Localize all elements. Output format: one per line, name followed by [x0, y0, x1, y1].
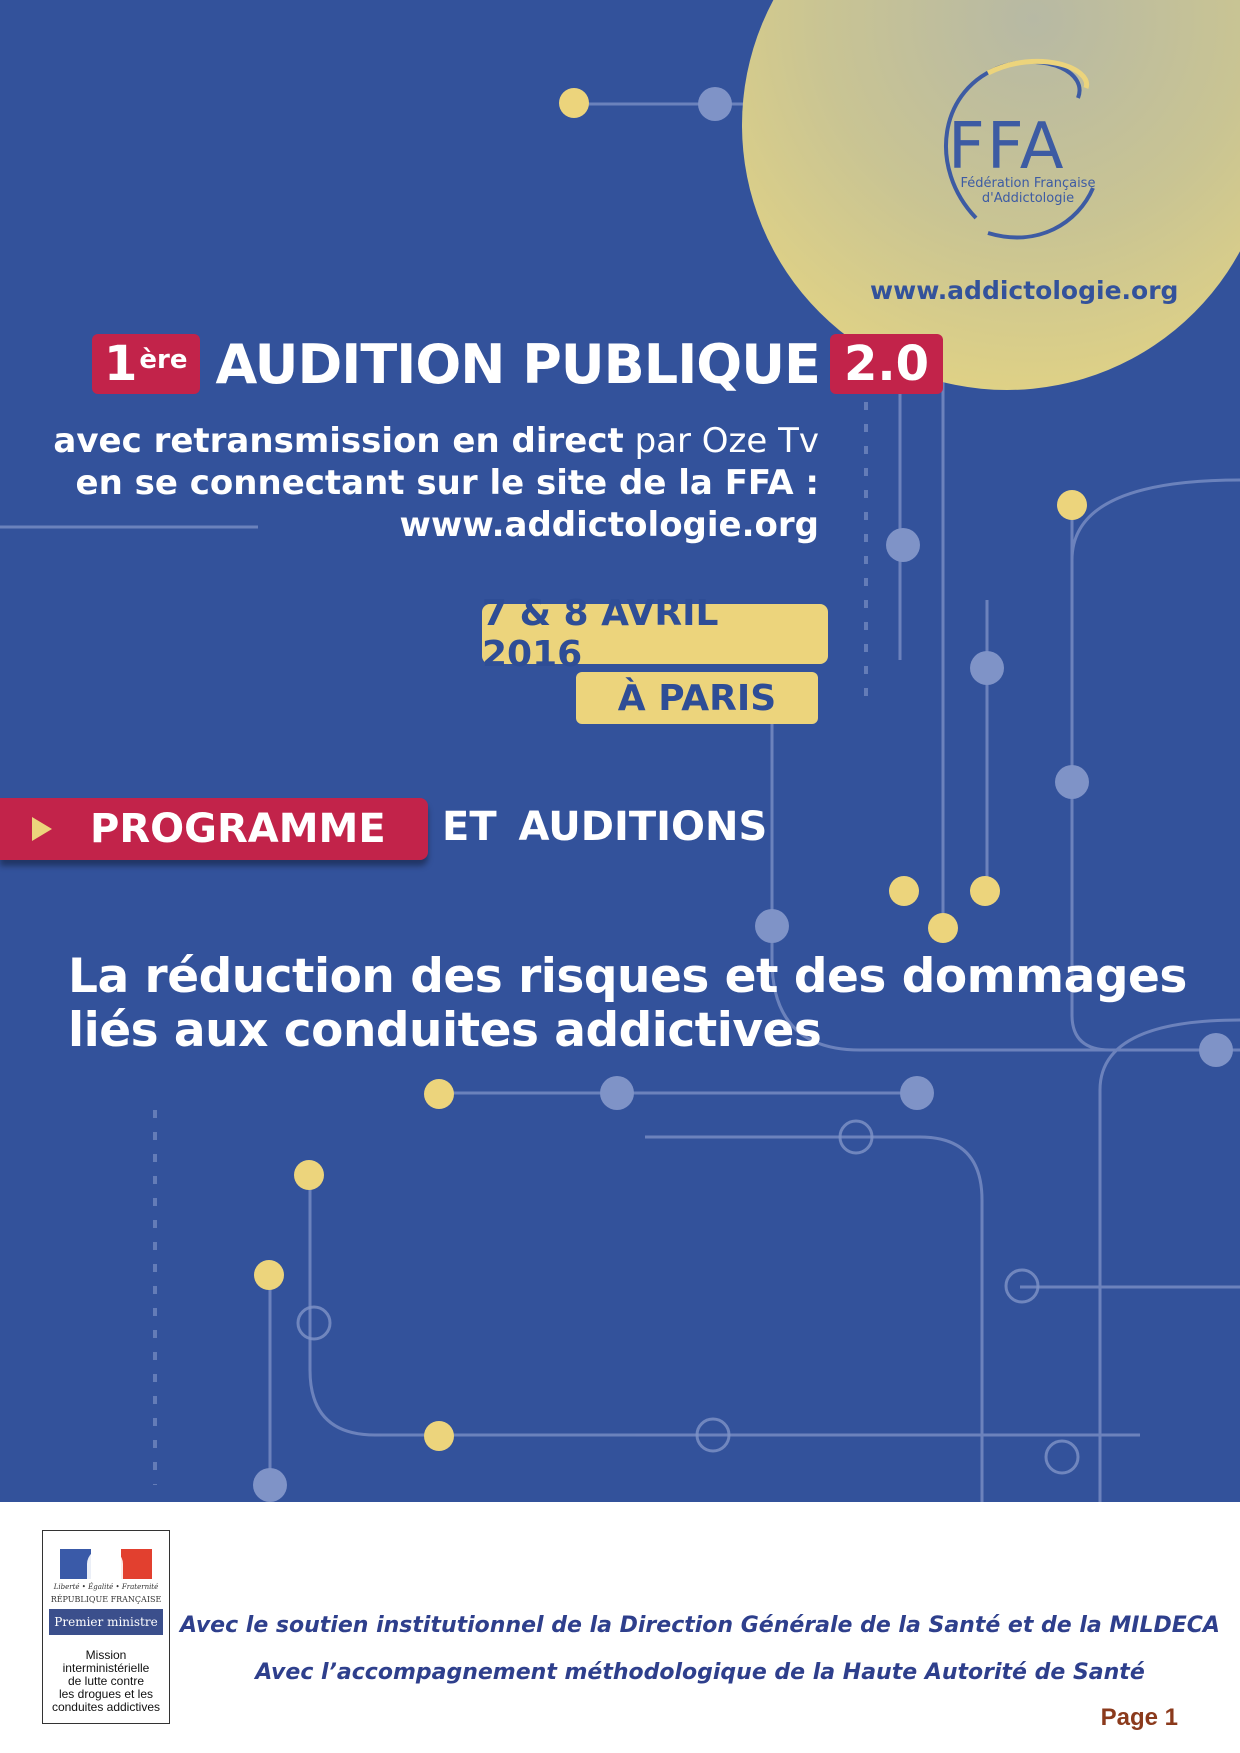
ffa-swoosh-icon: [944, 58, 1095, 240]
play-arrow-icon: [32, 817, 52, 841]
ffa-logo: FFA Fédération Française d'Addictologie: [928, 48, 1098, 253]
event-title: 1 ère AUDITION PUBLIQUE 2.0: [92, 332, 943, 396]
cover-poster: FFA Fédération Française d'Addictologie …: [0, 0, 1240, 1502]
title-main: AUDITION PUBLIQUE: [215, 332, 821, 396]
programme-subtitle: ET AUDITIONS: [442, 804, 768, 850]
event-place: À PARIS: [576, 672, 818, 724]
premier-ministre-label: Premier ministre: [49, 1609, 163, 1635]
website-url[interactable]: www.addictologie.org: [870, 276, 1179, 305]
marianne-icon: [87, 1548, 123, 1580]
theme-title: La réduction des risques et des dommages…: [68, 949, 1187, 1058]
event-date: 7 & 8 AVRIL 2016: [482, 593, 828, 675]
support-text: Avec le soutien institutionnel de la Dir…: [180, 1613, 1220, 1685]
mission-label: Mission interministérielle de lutte cont…: [51, 1648, 161, 1714]
programme-label: PROGRAMME: [90, 806, 386, 852]
circuit-decoration: [0, 0, 1240, 1502]
ffa-letters: FFA: [948, 110, 1066, 184]
page-number: Page 1: [1100, 1704, 1178, 1731]
broadcast-url[interactable]: www.addictologie.org: [399, 505, 819, 545]
government-logo: Liberté • Égalité • Fraternité RÉPUBLIQU…: [42, 1530, 170, 1724]
edition-badge: 1 ère: [92, 334, 200, 394]
programme-banner: PROGRAMME: [0, 798, 428, 860]
broadcast-info: avec retransmission en direct par Oze Tv…: [53, 421, 819, 545]
version-badge: 2.0: [829, 334, 943, 394]
ffa-subtitle: Fédération Française d'Addictologie: [960, 176, 1096, 206]
